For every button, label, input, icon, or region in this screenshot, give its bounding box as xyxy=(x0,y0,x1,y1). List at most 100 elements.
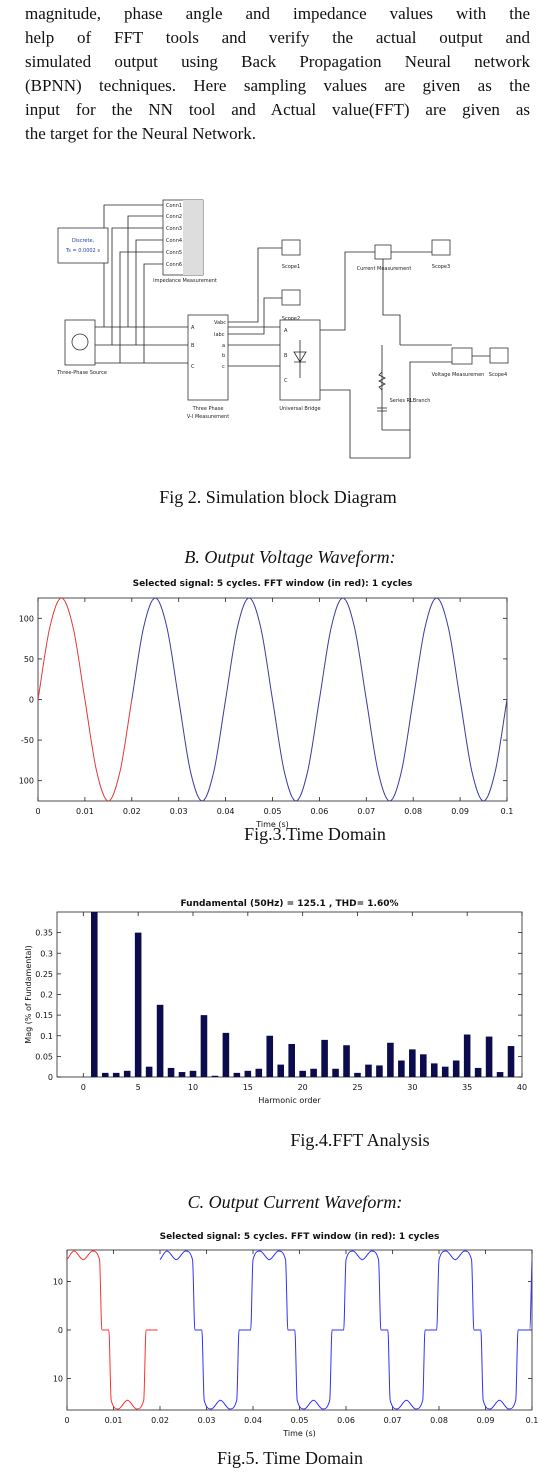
bar xyxy=(134,932,142,1077)
block-label: Scope1 xyxy=(282,264,300,270)
bar xyxy=(123,1070,131,1077)
x-tick-label: 0.03 xyxy=(198,1416,216,1425)
impedance-shade xyxy=(183,200,203,275)
y-tick-label: 50 xyxy=(24,655,34,664)
x-tick-label: 0.06 xyxy=(310,807,328,816)
bar xyxy=(178,1072,186,1077)
bar xyxy=(310,1068,317,1077)
x-tick-label: 0.07 xyxy=(384,1416,402,1425)
x-tick-label: 0.04 xyxy=(217,807,235,816)
simulation-diagram: Discrete, Ts = 0.0002 s Conn1 Conn2 Conn… xyxy=(56,199,509,459)
port-label: B xyxy=(284,353,288,359)
bar xyxy=(365,1064,372,1077)
line xyxy=(38,598,133,801)
y-tick-label: 0.05 xyxy=(35,1052,53,1061)
scope xyxy=(281,239,301,256)
bar xyxy=(463,1034,471,1077)
figure-caption: Fig.5. Time Domain xyxy=(217,1448,363,1468)
wire xyxy=(95,326,188,364)
chart-title: Selected signal: 5 cycles. FFT window (i… xyxy=(160,1232,440,1242)
bar xyxy=(189,1070,197,1077)
bar xyxy=(376,1065,383,1077)
bar xyxy=(255,1068,263,1077)
figure-caption: Fig.3.Time Domain xyxy=(244,824,386,844)
x-tick-label: 0.06 xyxy=(337,1416,355,1425)
block-label: Universal Bridge xyxy=(279,406,320,412)
port-label: c xyxy=(222,364,225,370)
x-axis-label: Time (s) xyxy=(282,1429,316,1438)
scope xyxy=(431,239,451,256)
bar xyxy=(145,1066,153,1077)
figure-caption: Fig 2. Simulation block Diagram xyxy=(159,487,396,507)
bar xyxy=(430,1063,438,1077)
bar xyxy=(200,1015,208,1077)
block-label: Scope4 xyxy=(489,372,507,378)
port-label: Iabc xyxy=(214,332,225,338)
port-label: C xyxy=(284,378,288,384)
bar xyxy=(409,1049,416,1077)
y-tick-label: 0.25 xyxy=(35,970,53,979)
y-tick-label: 100 xyxy=(19,614,34,623)
x-tick-label: 0 xyxy=(64,1416,69,1425)
x-tick-label: 0.1 xyxy=(526,1416,539,1425)
x-tick-label: 25 xyxy=(352,1083,362,1092)
block-label: Current Measurement xyxy=(357,266,412,272)
x-axis-label: Harmonic order xyxy=(258,1096,321,1105)
bar xyxy=(156,1004,164,1077)
port-label: Conn4 xyxy=(166,238,182,244)
x-tick-label: 0.09 xyxy=(451,807,469,816)
bar xyxy=(332,1068,339,1077)
y-tick-label: 10 xyxy=(53,1278,63,1287)
line xyxy=(159,1250,532,1410)
bar xyxy=(222,1032,230,1077)
y-tick-label: 0 xyxy=(48,1073,53,1082)
paragraph: magnitude, phase angle and impedance val… xyxy=(25,2,530,146)
bar xyxy=(299,1070,306,1077)
x-tick-label: 20 xyxy=(298,1083,308,1092)
x-tick-label: 5 xyxy=(136,1083,141,1092)
y-tick-label: 0 xyxy=(29,696,34,705)
block-label: Voltage Measuremen xyxy=(432,372,485,378)
block-label: Impedance Measurement xyxy=(153,278,217,284)
bar xyxy=(420,1054,427,1077)
x-tick-label: 0 xyxy=(35,807,40,816)
bar xyxy=(496,1072,504,1077)
bar xyxy=(112,1072,120,1077)
figure-caption: Fig.4.FFT Analysis xyxy=(290,1130,429,1150)
line xyxy=(131,598,507,801)
x-tick-label: 0.08 xyxy=(430,1416,448,1425)
x-tick-label: 0.02 xyxy=(123,807,141,816)
vi-block xyxy=(187,314,229,401)
bar xyxy=(387,1042,394,1077)
port-label: C xyxy=(191,364,195,370)
bar xyxy=(321,1039,328,1077)
bar xyxy=(233,1072,241,1077)
bar xyxy=(452,1060,460,1077)
y-tick-label: 0.35 xyxy=(35,929,53,938)
bar xyxy=(101,1072,109,1077)
port-label: Conn6 xyxy=(166,262,182,268)
section-heading: C. Output Current Waveform: xyxy=(188,1192,403,1212)
wire xyxy=(320,251,490,459)
discrete-label: Discrete, xyxy=(72,238,95,244)
x-tick-label: 10 xyxy=(188,1083,198,1092)
paragraph-line: simulated output using Back Propagation … xyxy=(25,52,530,71)
source-icon xyxy=(71,333,89,351)
y-tick-label: 0.2 xyxy=(40,991,53,1000)
x-tick-label: 0.1 xyxy=(501,807,514,816)
port-label: A xyxy=(191,325,195,331)
y-tick-label: 0.1 xyxy=(40,1032,53,1041)
block-label: Series RLBranch xyxy=(390,398,431,404)
wire xyxy=(103,204,163,363)
x-tick-label: 0.08 xyxy=(404,807,422,816)
bar xyxy=(277,1064,285,1077)
port-label: Conn2 xyxy=(166,214,182,220)
port-label: Conn5 xyxy=(166,250,182,256)
x-tick-label: 0.09 xyxy=(477,1416,495,1425)
port-label: B xyxy=(191,343,195,349)
bar xyxy=(507,1046,515,1077)
chart: Selected signal: 5 cycles. FFT window (i… xyxy=(19,579,514,829)
paragraph-line: the target for the Neural Network. xyxy=(25,124,256,143)
paragraph-line: help of FFT tools and verify the actual … xyxy=(25,28,530,47)
x-tick-label: 40 xyxy=(517,1083,527,1092)
